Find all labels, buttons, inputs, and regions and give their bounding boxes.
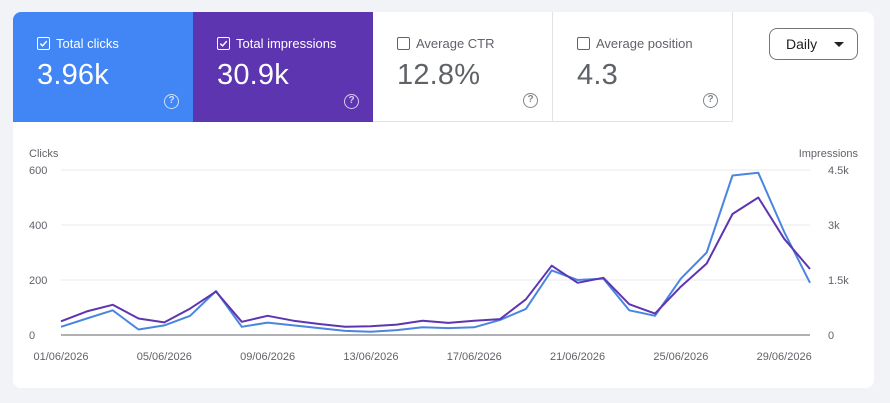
right-axis-tick-label: 0 [828,330,834,342]
metric-tile-average-position[interactable]: Average position 4.3 ? [553,12,733,122]
x-axis-tick-label: 21/06/2026 [550,351,605,363]
metric-label: Average CTR [416,36,495,51]
x-axis-tick-label: 17/06/2026 [447,351,502,363]
performance-chart: Clicks Impressions 0 0 200 1.5k 400 3k 600 4.5k… [29,148,859,363]
metric-value: 12.8% [397,59,481,91]
metric-value: 3.96k [37,59,109,91]
x-axis-ticks: 01/06/2026 05/06/2026 09/06/2026 13/06/2026… [33,351,811,363]
x-axis-tick-label: 05/06/2026 [137,351,192,363]
granularity-dropdown[interactable]: Daily [769,28,858,60]
right-axis-tick-label: 4.5k [828,165,849,177]
checkbox-unchecked-icon[interactable] [397,37,410,50]
metric-tiles: Total clicks 3.96k ? Total impressions 3… [13,12,733,122]
metric-tile-average-ctr[interactable]: Average CTR 12.8% ? [373,12,553,122]
x-axis-tick-label: 13/06/2026 [343,351,398,363]
performance-card: Total clicks 3.96k ? Total impressions 3… [13,12,874,388]
help-icon[interactable]: ? [703,93,718,108]
x-axis-tick-label: 09/06/2026 [240,351,295,363]
right-axis-title: Impressions [799,148,859,160]
help-icon[interactable]: ? [164,94,179,109]
metric-tile-total-clicks[interactable]: Total clicks 3.96k ? [13,12,193,122]
left-axis-tick-label: 400 [29,220,47,232]
series-line-clicks[interactable] [60,171,811,333]
chart-lines [60,171,811,333]
right-axis-tick-label: 1.5k [828,275,849,287]
right-axis-tick-label: 3k [828,220,840,232]
series-line-impressions[interactable] [60,196,811,328]
x-axis-tick-label: 25/06/2026 [653,351,708,363]
caret-down-icon [834,42,844,47]
help-icon[interactable]: ? [344,94,359,109]
x-axis-tick-label: 29/06/2026 [757,351,812,363]
metric-value: 30.9k [217,59,289,91]
metric-label: Average position [596,36,693,51]
metric-label: Total impressions [236,36,337,51]
granularity-selected: Daily [786,36,818,52]
chart-grid: 0 0 200 1.5k 400 3k 600 4.5k [29,165,849,342]
checkbox-checked-icon[interactable] [37,37,50,50]
x-axis-tick-label: 01/06/2026 [33,351,88,363]
checkbox-checked-icon[interactable] [217,37,230,50]
help-icon[interactable]: ? [523,93,538,108]
metric-label: Total clicks [56,36,119,51]
left-axis-tick-label: 0 [29,330,35,342]
metric-value: 4.3 [577,59,618,91]
left-axis-title: Clicks [29,148,59,160]
metric-tile-total-impressions[interactable]: Total impressions 30.9k ? [193,12,373,122]
left-axis-tick-label: 200 [29,275,47,287]
checkbox-unchecked-icon[interactable] [577,37,590,50]
left-axis-tick-label: 600 [29,165,47,177]
